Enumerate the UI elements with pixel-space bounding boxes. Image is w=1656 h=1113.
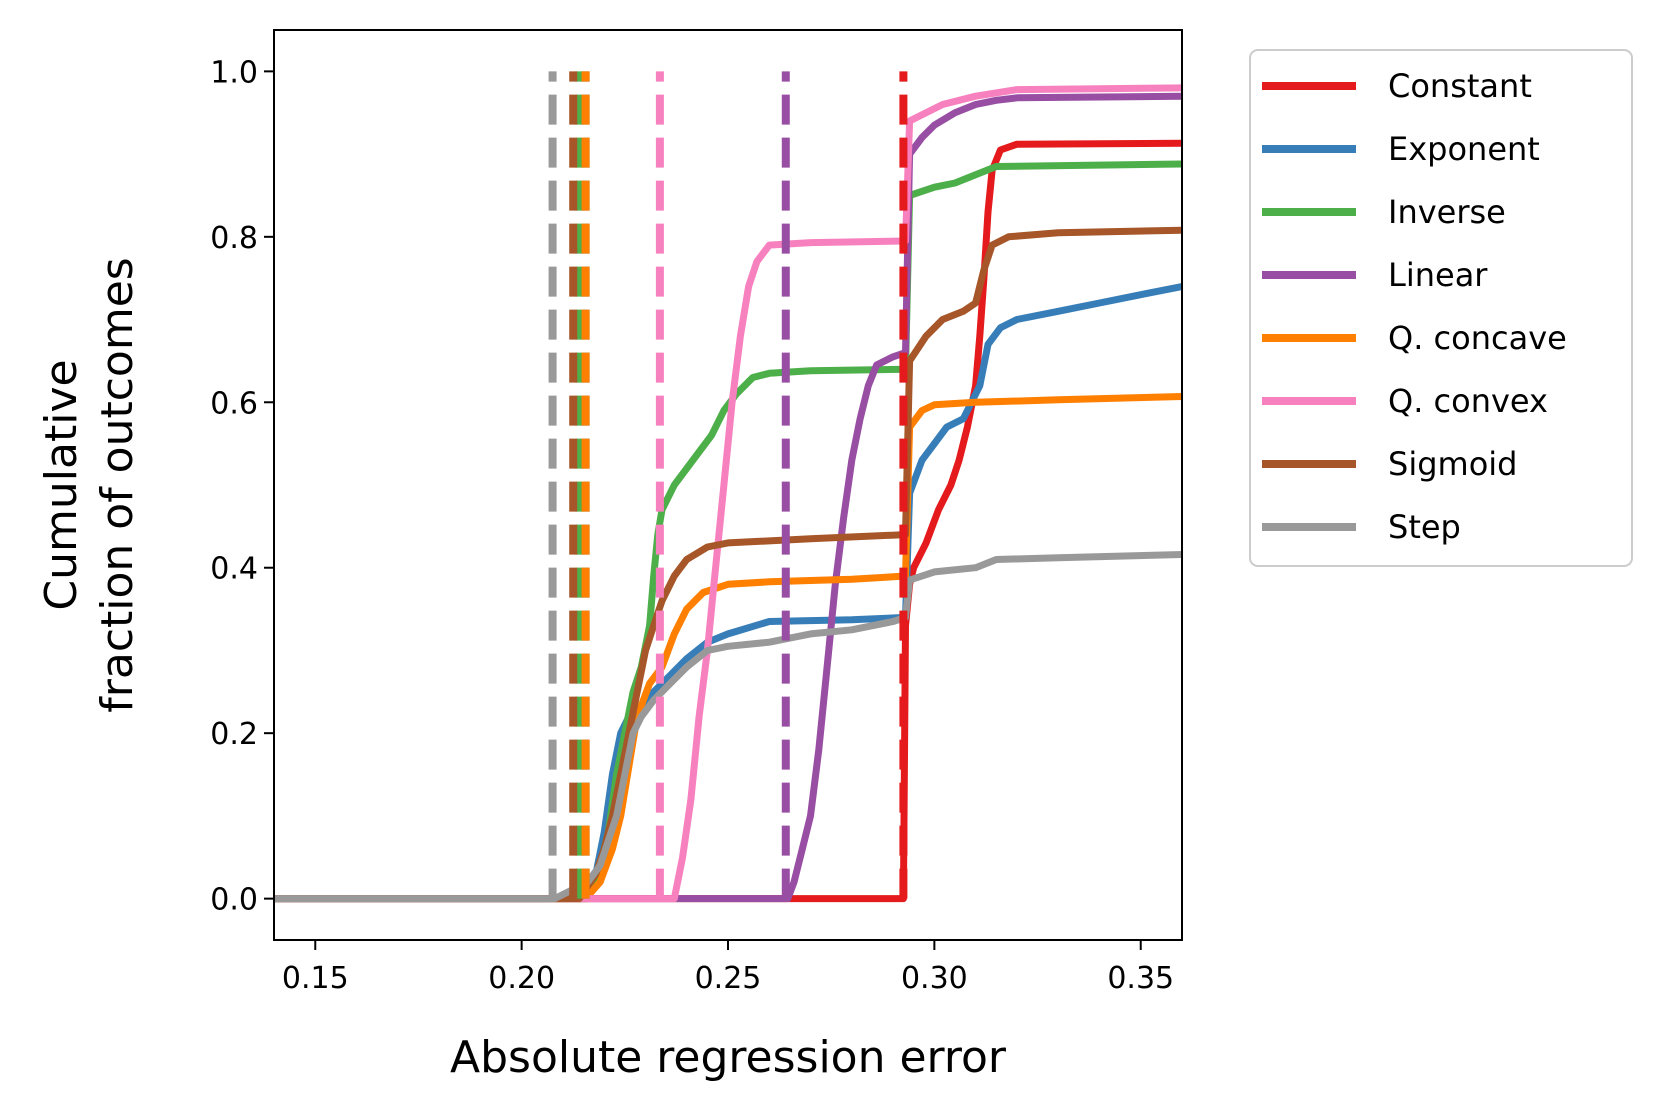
series-line-linear <box>274 92 1182 903</box>
x-axis: 0.15 0.20 0.25 0.30 0.35 <box>282 940 1174 996</box>
legend: Constant Exponent Inverse Linear Q. concave Q… <box>1249 49 1633 567</box>
x-tick-label: 0.25 <box>695 961 762 996</box>
y-axis: 0.0 0.2 0.4 0.6 0.8 1.0 <box>210 55 274 918</box>
y-tick-label: 0.6 <box>210 386 258 421</box>
legend-label: Q. concave <box>1388 319 1567 357</box>
series-line-inverse <box>274 160 1182 903</box>
series-layer <box>274 84 1182 903</box>
y-axis-title-line-1-text: Cumulative <box>36 359 87 610</box>
series-line-sigmoid <box>274 226 1182 903</box>
y-tick-label: 0.0 <box>210 883 258 918</box>
y-tick-label: 1.0 <box>210 55 258 90</box>
y-tick-label: 0.4 <box>210 552 258 587</box>
legend-label: Linear <box>1388 256 1488 294</box>
legend-frame <box>1249 49 1633 567</box>
legend-label: Step <box>1388 508 1461 546</box>
x-tick-label: 0.30 <box>901 961 968 996</box>
x-tick-label: 0.15 <box>282 961 349 996</box>
legend-label: Inverse <box>1388 193 1506 231</box>
legend-label: Q. convex <box>1388 382 1548 420</box>
series-line-q-convex <box>274 84 1182 903</box>
series-line-constant <box>274 139 1182 903</box>
legend-label: Constant <box>1388 67 1532 105</box>
series-line-q-concave <box>274 393 1182 903</box>
y-tick-label: 0.2 <box>210 717 258 752</box>
x-tick-label: 0.20 <box>488 961 555 996</box>
legend-label: Exponent <box>1388 130 1540 168</box>
x-tick-label: 0.35 <box>1107 961 1174 996</box>
series-line-step <box>274 551 1182 903</box>
x-axis-title: Absolute regression error <box>450 1032 1007 1083</box>
series-line-exponent <box>274 283 1182 903</box>
median-dash-layer <box>548 71 908 899</box>
legend-label: Sigmoid <box>1388 445 1517 483</box>
y-axis-title-line-2-text: fraction of outcomes <box>92 257 143 712</box>
y-tick-label: 0.8 <box>210 221 258 256</box>
